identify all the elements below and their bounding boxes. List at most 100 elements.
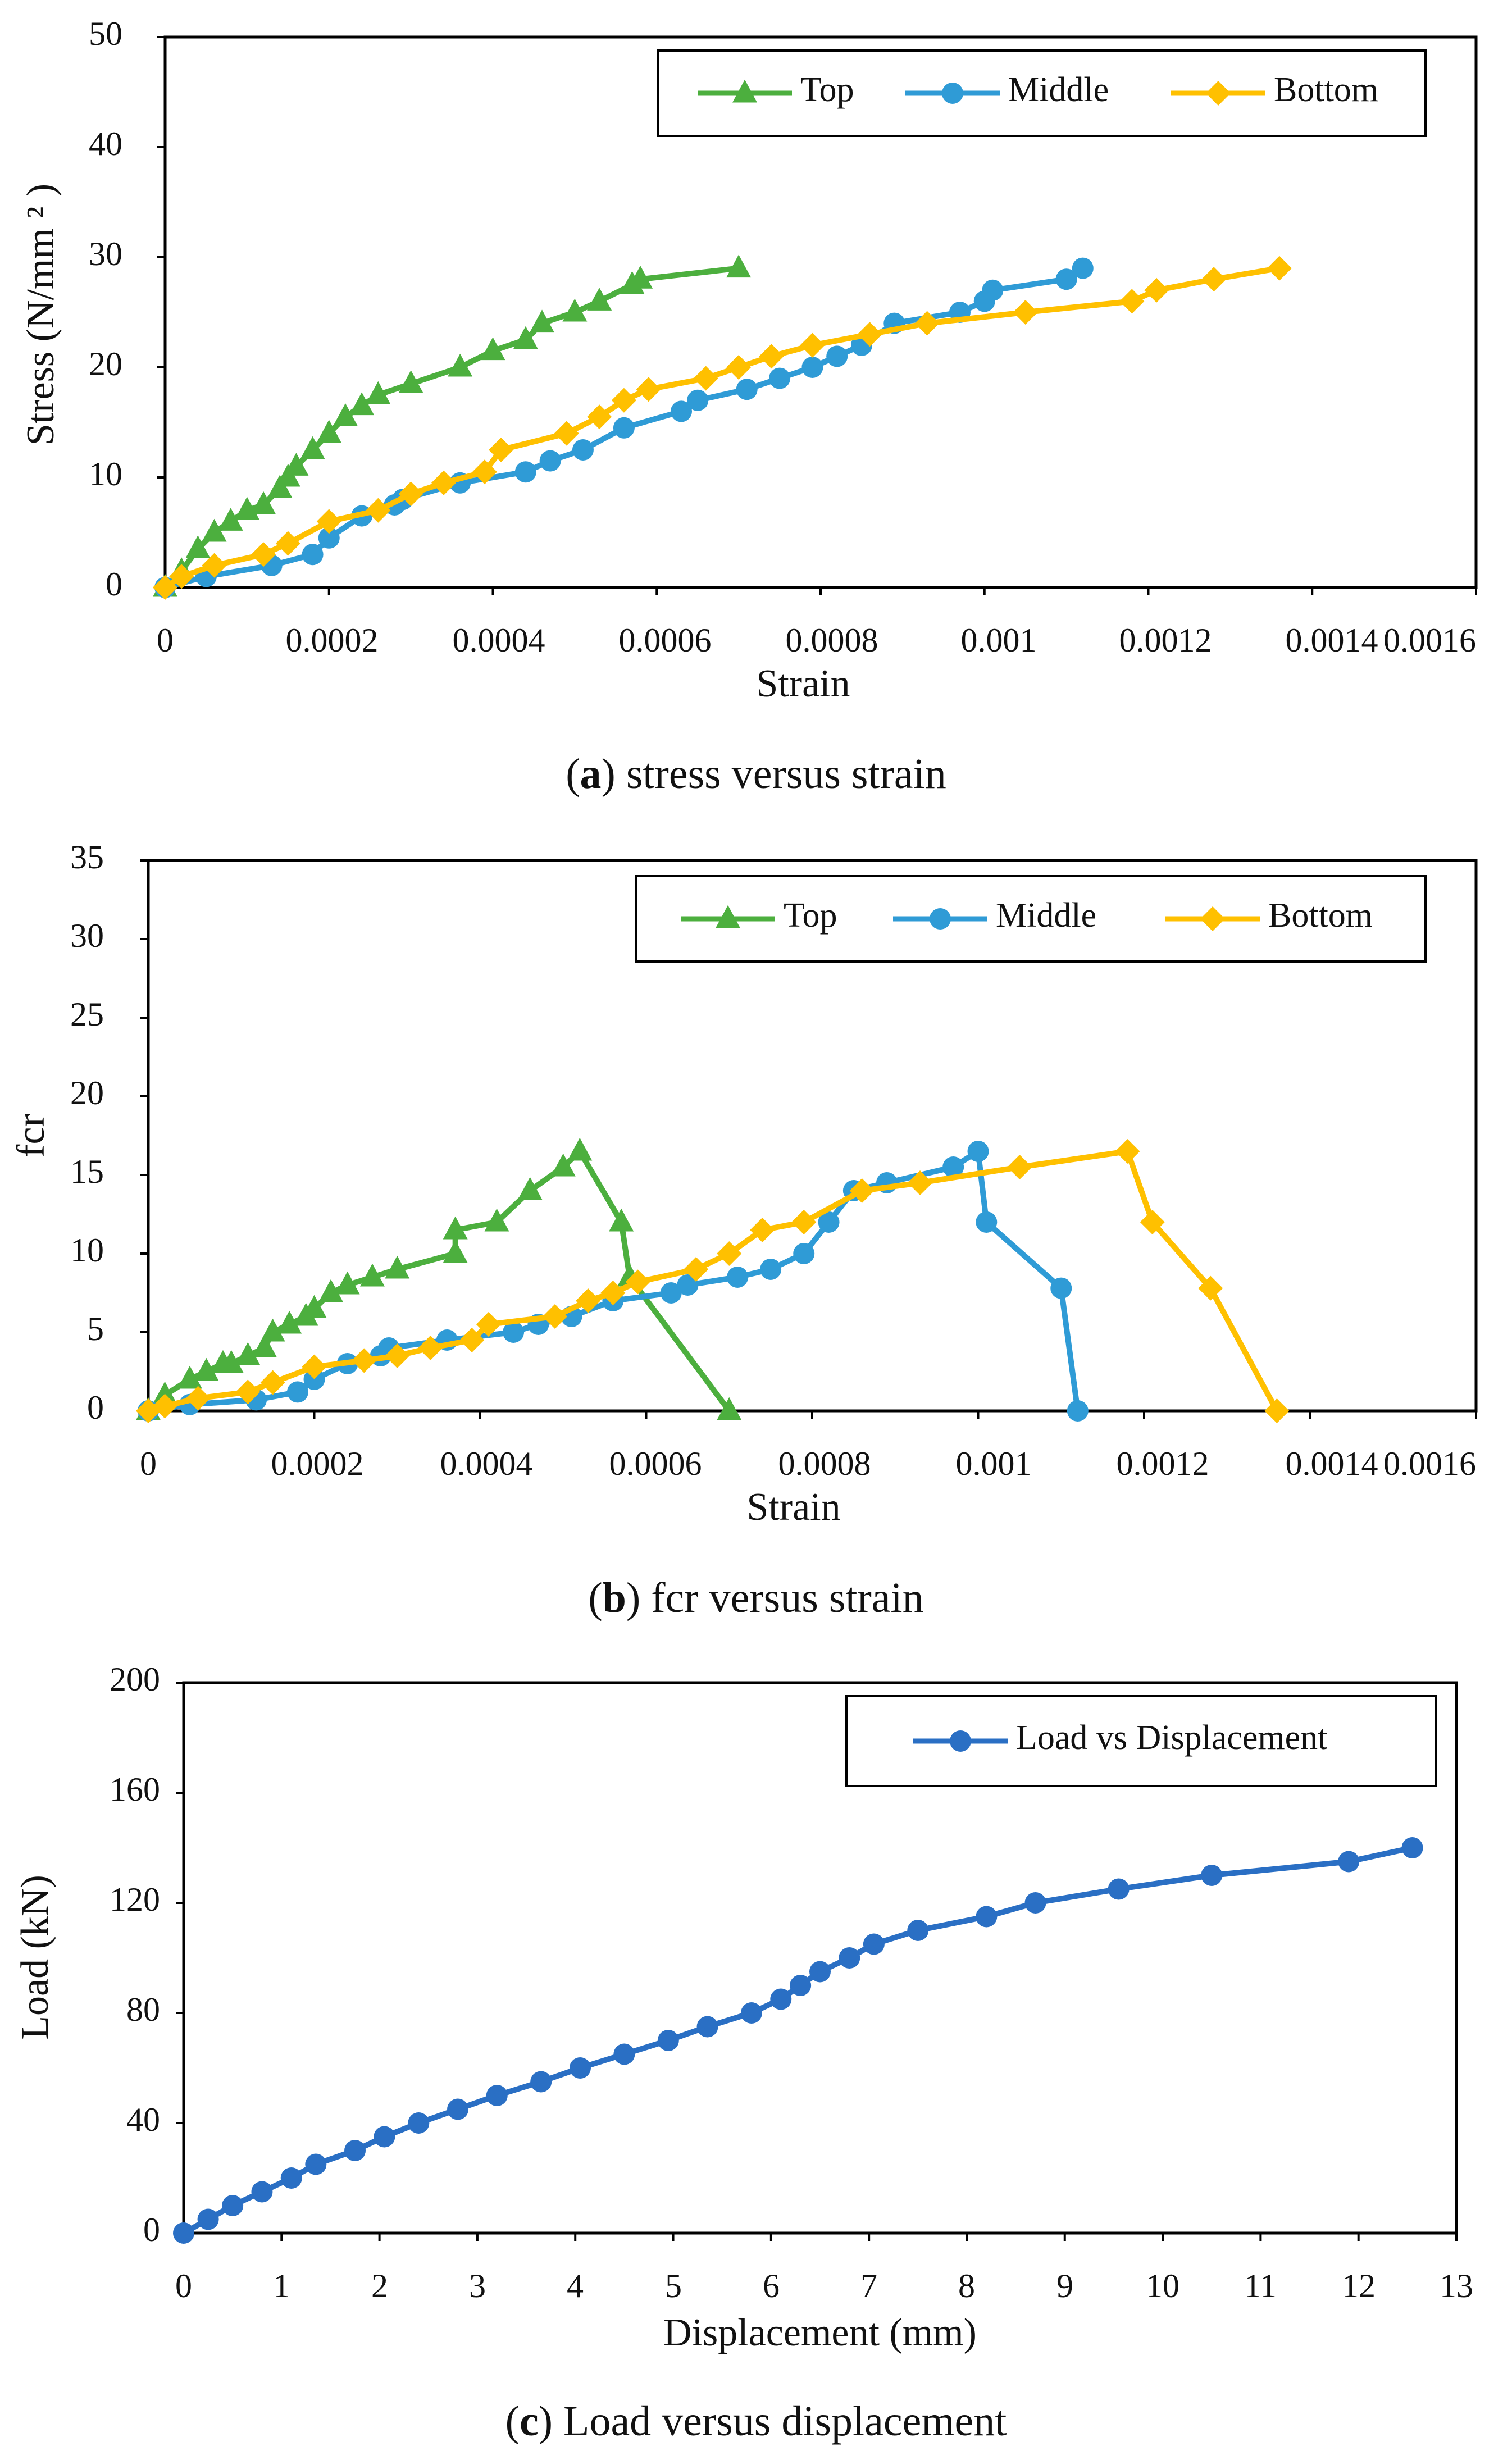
caption-a: (a) stress versus strain: [566, 750, 946, 798]
xtick-a-5: 0.001: [961, 622, 1037, 659]
xtick-b-7: 0.0014: [1286, 1445, 1378, 1482]
data-point-a-bottom-20: [914, 311, 940, 336]
xtick-c-13: 13: [1440, 2267, 1473, 2304]
data-point-a-middle-17: [801, 357, 823, 378]
data-point-a-top-4: [218, 508, 243, 531]
data-point-b-middle-25: [1067, 1400, 1089, 1422]
ytick-a-2: 20: [89, 345, 122, 382]
data-point-b-top-7: [252, 1334, 277, 1357]
data-point-c-load-vs-displacement-17: [770, 1988, 792, 2010]
data-point-a-top-23: [628, 266, 653, 289]
ytick-a-0: 0: [106, 566, 122, 603]
data-point-c-load-vs-displacement-28: [1401, 1837, 1423, 1858]
data-point-a-bottom-13: [611, 388, 636, 413]
x-axis-title-b: Strain: [746, 1486, 840, 1529]
x-axis-title-c: Displacement (mm): [663, 2311, 977, 2354]
data-point-b-bottom-9: [459, 1328, 485, 1352]
chart-panel-c: 0 40 80 120 160 200 0 1 2 3 4 5 6 7 8 9 …: [13, 1661, 1473, 2445]
data-point-b-top-2: [177, 1365, 202, 1389]
data-point-c-load-vs-displacement-3: [251, 2181, 273, 2203]
caption-text-a: stress versus strain: [616, 750, 946, 798]
data-point-a-top-11: [316, 420, 341, 443]
data-point-a-bottom-4: [275, 531, 300, 556]
legend-label-b-bottom: Bottom: [1268, 896, 1373, 935]
caption-letter-c: c: [520, 2398, 539, 2445]
data-point-a-bottom-8: [431, 470, 456, 495]
data-point-b-top-21: [567, 1137, 593, 1161]
data-point-a-top-16: [448, 353, 473, 377]
caption-text-c: Load versus displacement: [553, 2398, 1007, 2445]
data-point-b-middle-14: [677, 1274, 699, 1296]
data-point-b-top-18: [484, 1208, 509, 1232]
data-point-b-top-13: [335, 1271, 360, 1295]
data-point-c-load-vs-displacement-6: [344, 2140, 366, 2161]
caption-b: (b) fcr versus strain: [588, 1574, 923, 1621]
ytick-b-1: 5: [87, 1310, 104, 1347]
data-point-b-bottom-22: [1115, 1139, 1140, 1164]
xtick-c-11: 11: [1244, 2267, 1277, 2304]
legend-label-c-load: Load vs Displacement: [1016, 1719, 1327, 1757]
data-point-b-middle-22: [967, 1141, 989, 1162]
data-point-c-load-vs-displacement-1: [197, 2208, 219, 2230]
ytick-b-5: 25: [70, 996, 104, 1033]
data-point-a-middle-24: [1055, 268, 1077, 290]
data-point-b-bottom-19: [849, 1178, 875, 1203]
data-point-a-middle-16: [769, 367, 791, 389]
data-point-b-middle-3: [286, 1381, 308, 1403]
data-point-b-top-5: [218, 1350, 244, 1373]
caption-c: (c) Load versus displacement: [505, 2398, 1007, 2445]
data-point-c-load-vs-displacement-26: [1201, 1865, 1223, 1886]
data-point-c-load-vs-displacement-10: [486, 2085, 508, 2106]
xtick-a-6: 0.0012: [1119, 622, 1212, 659]
data-point-b-top-15: [385, 1255, 410, 1279]
data-point-b-bottom-24: [1198, 1275, 1223, 1301]
data-point-a-bottom-9: [472, 459, 497, 485]
data-point-b-bottom-5: [302, 1354, 327, 1379]
data-point-b-bottom-12: [576, 1288, 601, 1313]
ytick-c-1: 40: [126, 2101, 160, 2138]
legend-label-b-top: Top: [784, 896, 837, 935]
data-point-b-top-14: [359, 1263, 385, 1287]
data-point-c-load-vs-displacement-8: [408, 2112, 430, 2134]
ytick-a-1: 10: [89, 455, 122, 493]
xtick-c-6: 6: [763, 2267, 780, 2304]
data-point-b-bottom-13: [600, 1281, 626, 1305]
data-point-b-top-11: [302, 1295, 327, 1318]
data-point-c-load-vs-displacement-11: [530, 2071, 552, 2093]
ytick-b-7: 35: [70, 839, 104, 876]
data-point-a-bottom-24: [1201, 267, 1227, 292]
data-point-b-middle-18: [818, 1211, 840, 1233]
xtick-b-4: 0.0008: [778, 1445, 871, 1482]
data-point-a-middle-3: [302, 544, 324, 566]
x-axis-title-a: Strain: [756, 662, 850, 705]
data-point-b-bottom-4: [260, 1370, 285, 1395]
ytick-b-0: 0: [87, 1389, 104, 1426]
xtick-a-1: 0.0002: [286, 622, 379, 659]
legend-marker-b-middle: [930, 908, 951, 930]
data-point-b-middle-9: [503, 1322, 525, 1343]
data-point-b-top-24: [717, 1397, 742, 1420]
legend-marker-a-top: [732, 79, 757, 103]
data-point-a-middle-10: [539, 450, 561, 472]
data-point-a-middle-15: [736, 379, 758, 400]
data-point-b-middle-24: [1050, 1277, 1072, 1299]
ytick-c-4: 160: [110, 1771, 160, 1808]
data-point-a-middle-9: [514, 461, 536, 483]
data-point-a-bottom-14: [636, 377, 661, 402]
data-point-a-middle-13: [671, 400, 693, 422]
xtick-a-2: 0.0004: [453, 622, 545, 659]
ytick-b-6: 30: [70, 917, 104, 954]
data-point-a-top-2: [185, 535, 211, 558]
xtick-c-3: 3: [469, 2267, 486, 2304]
data-point-b-top-6: [235, 1342, 261, 1365]
data-point-b-bottom-23: [1140, 1210, 1165, 1234]
data-point-b-top-3: [194, 1357, 219, 1381]
data-point-b-top-20: [550, 1153, 576, 1177]
data-point-a-middle-11: [572, 439, 594, 461]
data-point-b-bottom-20: [908, 1170, 933, 1195]
data-point-a-bottom-16: [726, 355, 752, 380]
data-point-b-middle-15: [727, 1267, 749, 1288]
xtick-b-1: 0.0002: [271, 1445, 364, 1482]
data-point-a-top-6: [251, 491, 276, 514]
